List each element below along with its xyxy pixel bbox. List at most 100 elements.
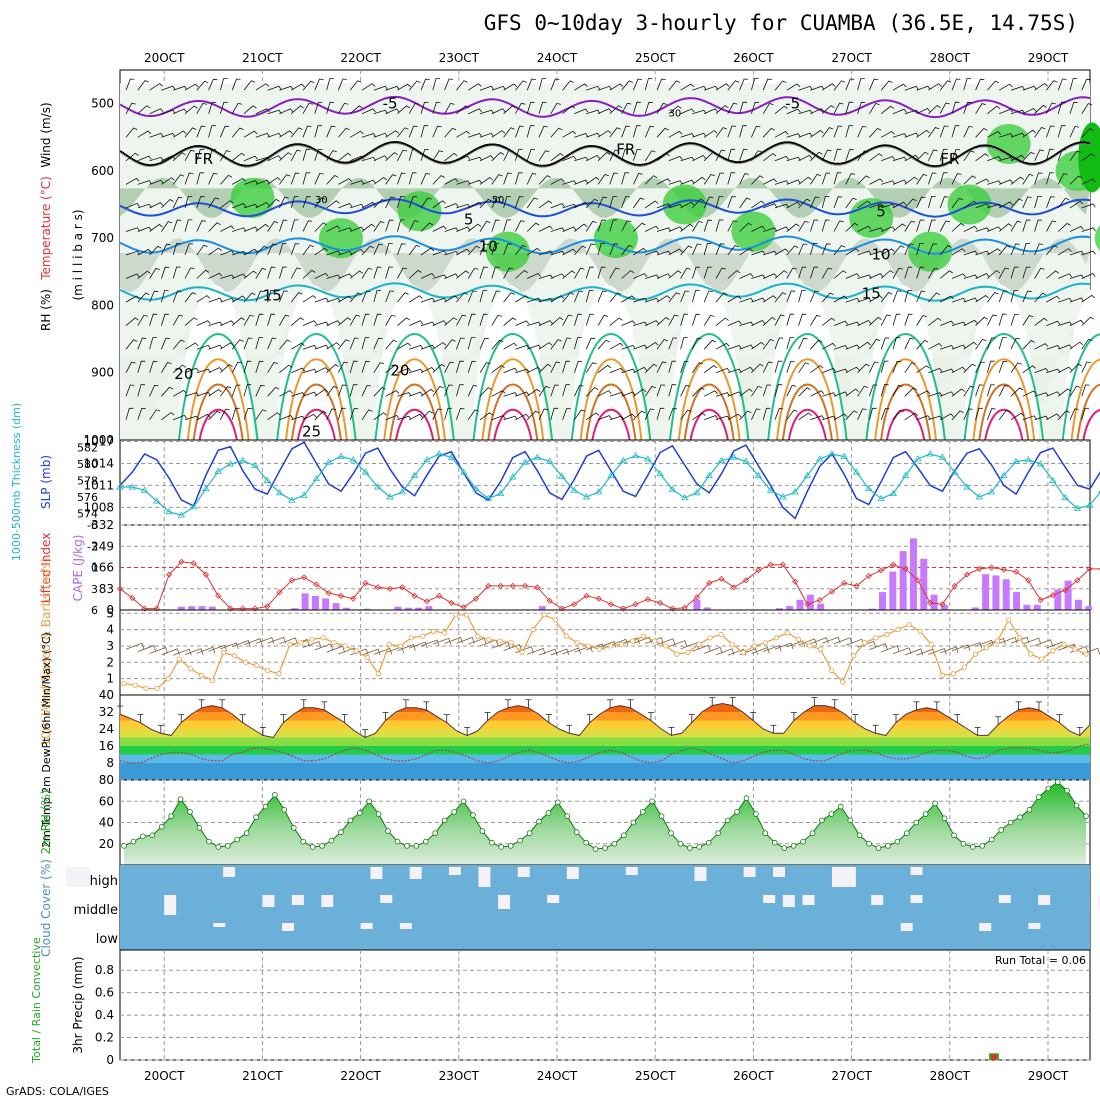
- temp-whisker: [219, 699, 226, 708]
- wind-barb: [751, 408, 761, 420]
- wind-barb: [538, 125, 548, 138]
- thickness-marker: [337, 452, 345, 459]
- wind-barb: [975, 294, 989, 303]
- thickness-marker: [521, 458, 529, 465]
- wind-barb: [255, 108, 270, 115]
- wind-barb: [833, 80, 846, 91]
- li-marker: [325, 589, 332, 597]
- wind-barb: [680, 245, 693, 256]
- wind-barb: [243, 270, 257, 279]
- temp-band: [120, 729, 1090, 738]
- wind-barb: [644, 101, 653, 114]
- wind-barb: [467, 360, 477, 373]
- wind-barb: [184, 83, 199, 91]
- li-marker: [1049, 592, 1056, 599]
- wind-barb: [385, 174, 397, 185]
- wind-barb: [267, 109, 282, 115]
- wind10m-marker: [143, 685, 149, 692]
- wind-barb: [161, 177, 175, 185]
- wind-barb: [291, 367, 306, 374]
- wind-barb: [1034, 219, 1043, 232]
- wind-barb: [774, 384, 783, 397]
- wind-barb: [786, 133, 801, 138]
- wind-barb: [255, 290, 265, 303]
- wind-barb: [892, 267, 903, 279]
- wind-barb: [243, 80, 256, 91]
- wind-barb: [408, 148, 417, 161]
- cape-bar: [404, 607, 412, 610]
- wind-barb: [243, 248, 258, 256]
- li-marker: [755, 567, 762, 574]
- li-marker: [804, 601, 811, 608]
- wind-barb: [467, 223, 482, 232]
- wind-barb: [656, 361, 667, 373]
- footer-label: GrADS: COLA/IGES: [6, 1085, 109, 1098]
- wind-barb: [149, 313, 158, 326]
- thickness-marker: [324, 458, 333, 465]
- wind-barb: [184, 196, 193, 209]
- wind-barb: [243, 292, 256, 303]
- wind-barb: [798, 266, 807, 279]
- rh-marker: [602, 845, 608, 851]
- wind-barb: [786, 313, 795, 326]
- thickness-marker: [509, 473, 517, 480]
- wind-barb: [397, 267, 408, 279]
- wind-barb: [314, 148, 323, 161]
- wind-barb: [1010, 154, 1025, 162]
- temp-whisker: [831, 699, 838, 708]
- wind-barb: [184, 105, 198, 115]
- li-marker: [644, 596, 651, 603]
- wind-barb: [1034, 83, 1048, 91]
- wind-barb: [397, 243, 406, 256]
- wind-barb: [928, 392, 943, 397]
- wind-barb: [255, 313, 264, 326]
- wind-barb: [231, 339, 244, 350]
- wind-barb: [739, 297, 754, 303]
- wind-barb: [338, 102, 349, 114]
- isotherm-label: 25: [302, 422, 321, 440]
- wind-barb: [1022, 290, 1032, 303]
- wind-barb: [125, 273, 140, 279]
- li-marker: [534, 584, 541, 591]
- rh-ytick: 60: [99, 794, 114, 808]
- wind-barb: [1046, 148, 1054, 161]
- wind-barb: [208, 247, 222, 256]
- wind-barb: [963, 363, 976, 373]
- li-marker: [190, 560, 197, 567]
- wind-barb: [680, 83, 695, 91]
- wind-barb: [857, 297, 872, 303]
- isotherm-30-arch: [787, 408, 828, 441]
- li-marker: [841, 580, 848, 587]
- wind10m-marker: [431, 628, 437, 634]
- wind-barb: [184, 317, 198, 326]
- wind-barb: [762, 361, 773, 373]
- wind-barb: [727, 345, 742, 350]
- wind-barb: [267, 266, 276, 279]
- wind-barb: [338, 339, 350, 350]
- wind-barb: [432, 274, 447, 279]
- wind-barb: [574, 384, 584, 397]
- wind-barb: [255, 384, 265, 397]
- wind10m-marker: [187, 666, 193, 672]
- wind-barb: [125, 361, 136, 373]
- wind10m-marker: [707, 635, 713, 641]
- wind-barb: [999, 179, 1014, 185]
- cloud-block: [1097, 895, 1100, 909]
- wind-barb: [1057, 101, 1066, 114]
- cape-bar: [868, 608, 876, 610]
- wind10m-marker: [419, 633, 426, 639]
- wind-barb: [668, 248, 683, 256]
- wind-barb: [798, 412, 812, 421]
- wind-barb: [998, 385, 1009, 397]
- wind-barb: [326, 78, 334, 91]
- wind-barb: [633, 366, 648, 374]
- wind-barb: [857, 320, 872, 326]
- wind-barb: [1081, 316, 1095, 326]
- wind10m-marker: [884, 631, 890, 638]
- temp-whisker: [668, 726, 675, 736]
- rh-moist-patch: [731, 211, 776, 252]
- wind-barb: [1022, 108, 1037, 115]
- wind-barb: [1034, 149, 1044, 161]
- rh-marker: [545, 810, 552, 816]
- wind-barb: [928, 127, 940, 138]
